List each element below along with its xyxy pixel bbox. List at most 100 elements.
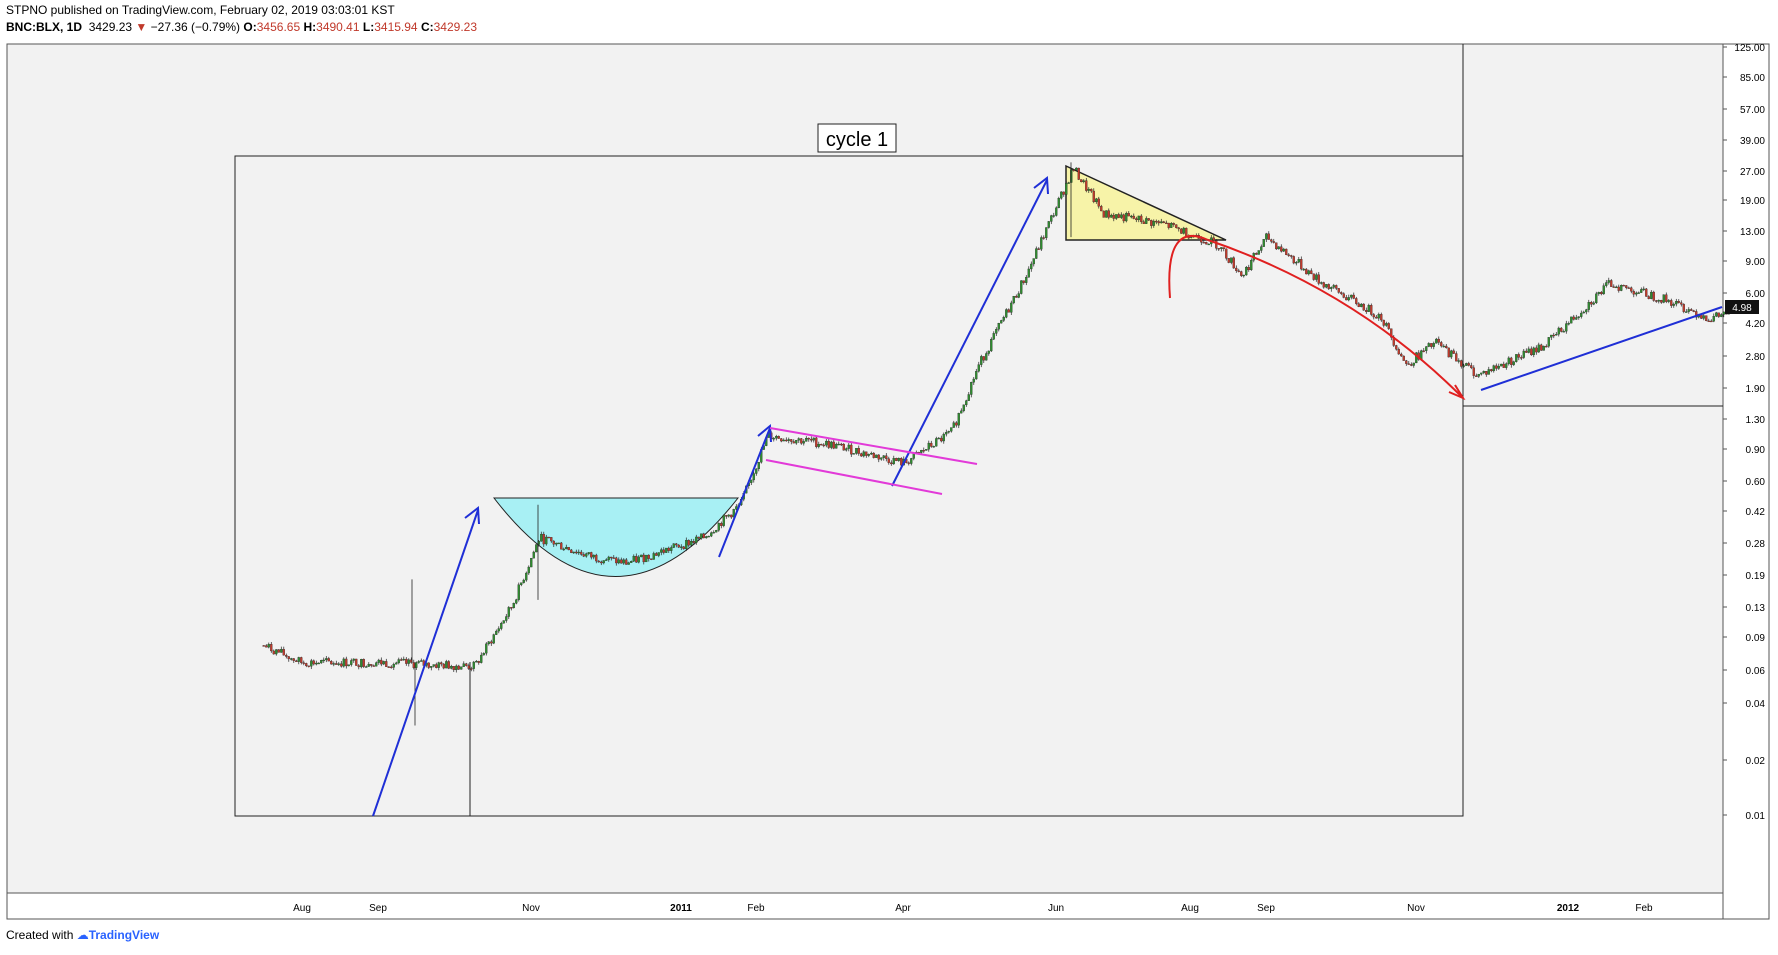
cycle-label: cycle 1 — [826, 129, 888, 151]
created-with-label: Created with — [6, 928, 74, 942]
candle-body — [727, 514, 730, 517]
candle-body — [600, 561, 603, 564]
candle-body — [952, 422, 955, 428]
candle-body — [652, 553, 655, 560]
x-tick-label: 2012 — [1557, 903, 1580, 914]
candle-body — [1582, 311, 1585, 314]
y-tick-label: 0.90 — [1746, 445, 1766, 456]
candle-body — [525, 572, 528, 581]
candle-body — [1087, 188, 1090, 191]
candle-body — [937, 437, 940, 440]
candle-body — [1020, 280, 1023, 294]
plot-area — [6, 43, 1724, 894]
candle-body — [330, 660, 333, 665]
candle-body — [432, 664, 435, 667]
candle-body — [1180, 228, 1183, 234]
candle-body — [497, 628, 500, 632]
candle-body — [1457, 360, 1460, 362]
candle-body — [592, 554, 595, 558]
candle-body — [1000, 320, 1003, 324]
candle-body — [1177, 227, 1180, 230]
candle-body — [1145, 218, 1148, 224]
candle-body — [442, 663, 445, 669]
candle-body — [1250, 260, 1253, 271]
candle-body — [1617, 286, 1620, 291]
candle-body — [735, 506, 738, 510]
candle-body — [820, 443, 823, 446]
candle-body — [1342, 293, 1345, 298]
candle-body — [1525, 350, 1528, 353]
candle-body — [1480, 372, 1483, 375]
candle-body — [802, 441, 805, 444]
candle-body — [1517, 354, 1520, 358]
candle-body — [1090, 188, 1093, 192]
candle-body — [372, 665, 375, 667]
candle-body — [610, 556, 613, 559]
candle-body — [1175, 224, 1178, 228]
candle-body — [527, 566, 530, 574]
candle-body — [1590, 302, 1593, 305]
candle-body — [1172, 223, 1175, 225]
candle-body — [772, 438, 775, 440]
candle-body — [482, 653, 485, 656]
candle-body — [1330, 287, 1333, 289]
candle-body — [530, 558, 533, 568]
candle-body — [757, 462, 760, 470]
candle-body — [945, 432, 948, 435]
arrow-1 — [372, 509, 479, 817]
candle-body — [1140, 215, 1143, 222]
candle-body — [1352, 294, 1355, 299]
candle-body — [1282, 248, 1285, 252]
candle-body — [752, 473, 755, 481]
candle-body — [1240, 271, 1243, 276]
candle-body — [420, 660, 423, 662]
candle-body — [1445, 345, 1448, 349]
candle-body — [625, 559, 628, 565]
candle-body — [972, 378, 975, 383]
candle-body — [835, 443, 838, 449]
candle-body — [1072, 169, 1075, 171]
y-tick-label: 2.80 — [1746, 352, 1766, 363]
candle-body — [1477, 373, 1480, 377]
candle-body — [545, 536, 548, 545]
candle-body — [490, 641, 493, 644]
candle-body — [655, 553, 658, 556]
candle-body — [657, 552, 660, 556]
candle-body — [290, 658, 293, 660]
candle-body — [885, 455, 888, 459]
candle-body — [1412, 362, 1415, 366]
candle-body — [850, 444, 853, 455]
candle-body — [485, 643, 488, 654]
tradingview-brand[interactable]: TradingView — [88, 928, 160, 942]
candle-body — [955, 422, 958, 426]
candle-body — [1125, 213, 1128, 222]
last-price-tag — [1725, 300, 1759, 314]
candle-body — [345, 658, 348, 667]
candle-body — [1310, 270, 1313, 274]
candle-body — [970, 382, 973, 395]
candle-body — [547, 536, 550, 539]
candle-body — [1680, 302, 1683, 305]
candle-body — [1337, 288, 1340, 293]
candle-body — [650, 558, 653, 560]
candle-body — [1410, 364, 1413, 366]
candle-body — [1482, 371, 1485, 374]
candle-body — [867, 454, 870, 456]
candle-body — [1570, 316, 1573, 324]
candle-body — [1110, 214, 1113, 218]
candle-body — [1307, 270, 1310, 275]
candle-body — [1130, 215, 1133, 218]
y-tick-label: 0.04 — [1746, 699, 1766, 710]
candle-body — [1167, 222, 1170, 228]
candle-body — [1265, 233, 1268, 240]
candle-body — [1105, 210, 1108, 218]
x-tick-label: Feb — [1635, 903, 1653, 914]
candle-body — [807, 437, 810, 440]
candle-body — [465, 663, 468, 666]
candle-body — [1502, 363, 1505, 368]
candle-body — [357, 665, 360, 668]
candle-body — [1722, 311, 1725, 315]
candle-body — [362, 659, 365, 667]
y-tick-label: 0.02 — [1746, 756, 1766, 767]
candle-body — [375, 662, 378, 667]
